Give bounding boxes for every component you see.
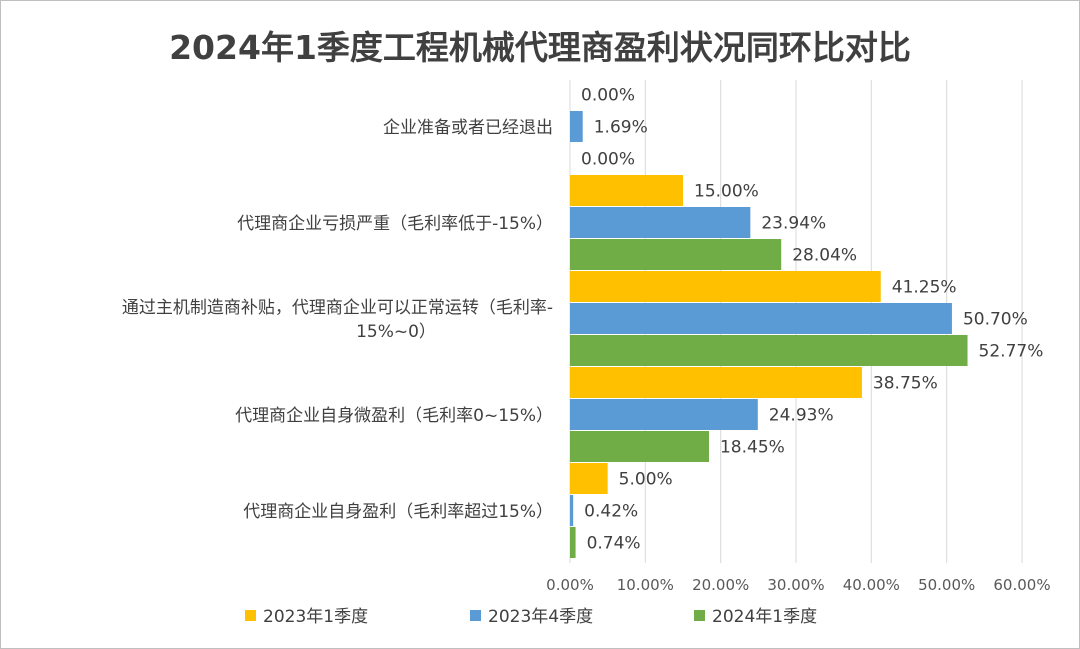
category-label: 代理商企业自身盈利（毛利率超过15%）: [243, 502, 553, 522]
data-label: 1.69%: [594, 118, 648, 138]
bar: [570, 463, 608, 494]
data-label: 38.75%: [873, 374, 938, 394]
legend: 2023年1季度 2023年4季度 2024年1季度: [245, 607, 817, 627]
bar: [570, 367, 862, 398]
data-label: 18.45%: [720, 438, 785, 458]
data-labels: 0.00% 1.69% 0.00% 15.00%23.94% 28.04% 41.25% 5…: [581, 86, 1043, 554]
bar: [570, 431, 709, 462]
legend-swatch: [245, 610, 256, 621]
bar: [570, 527, 576, 558]
x-tick-label: 60.00%: [993, 576, 1050, 594]
data-label: 0.00%: [581, 86, 635, 106]
data-label: 24.93%: [769, 406, 834, 426]
data-label: 5.00%: [619, 470, 673, 490]
data-label: 15.00%: [694, 182, 759, 202]
legend-swatch: [470, 610, 481, 621]
legend-swatch: [694, 610, 705, 621]
bar: [570, 399, 758, 430]
data-label: 50.70%: [963, 310, 1028, 330]
data-label: 0.00%: [581, 150, 635, 170]
legend-label: 2023年4季度: [488, 607, 593, 627]
bar: [570, 303, 952, 334]
data-label: 23.94%: [761, 214, 826, 234]
x-tick-label: 40.00%: [843, 576, 900, 594]
bar: [570, 495, 574, 526]
category-label: 15%~0）: [356, 322, 436, 342]
x-tick-label: 20.00%: [692, 576, 749, 594]
bar: [570, 207, 751, 238]
category-label: 代理商企业自身微盈利（毛利率0~15%）: [235, 406, 553, 426]
x-tick-label: 50.00%: [918, 576, 975, 594]
category-label: 通过主机制造商补贴，代理商企业可以正常运转（毛利率-: [122, 298, 553, 318]
bar: [570, 239, 782, 270]
data-label: 0.42%: [584, 502, 638, 522]
bars: [570, 111, 968, 558]
category-label: 企业准备或者已经退出: [383, 118, 553, 138]
bar: [570, 335, 968, 366]
legend-label: 2024年1季度: [712, 607, 817, 627]
data-label: 0.74%: [587, 534, 641, 554]
x-tick-label: 10.00%: [617, 576, 674, 594]
x-tick-label: 30.00%: [767, 576, 824, 594]
data-label: 28.04%: [792, 246, 857, 266]
chart-title: 2024年1季度工程机械代理商盈利状况同环比对比: [169, 28, 911, 67]
bar: [570, 111, 583, 142]
bar: [570, 175, 683, 206]
category-label: 代理商企业亏损严重（毛利率低于-15%）: [237, 214, 553, 234]
x-tick-label: 0.00%: [546, 576, 594, 594]
bar: [570, 271, 881, 302]
data-label: 52.77%: [979, 342, 1044, 362]
x-axis-tick-labels: 0.00% 10.00% 20.00% 30.00% 40.00% 50.00% 60.00…: [546, 576, 1050, 594]
data-label: 41.25%: [892, 278, 957, 298]
legend-label: 2023年1季度: [263, 607, 368, 627]
